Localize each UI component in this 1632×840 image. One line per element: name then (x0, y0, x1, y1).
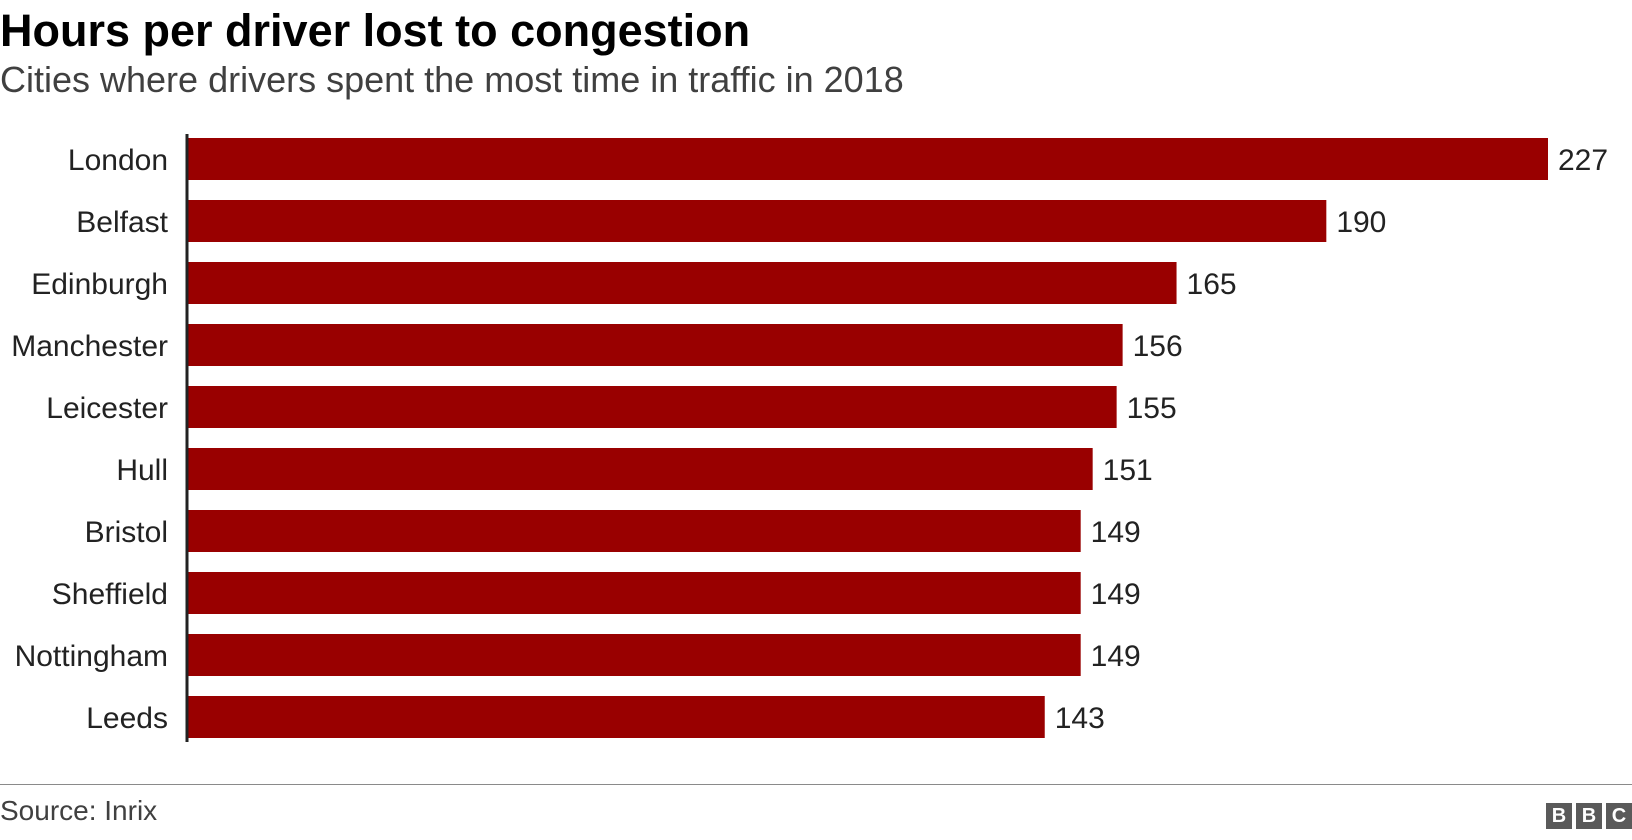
value-label: 156 (1133, 330, 1183, 363)
category-label: Bristol (85, 516, 168, 549)
bbc-logo-letter: B (1546, 803, 1572, 829)
category-label: Belfast (76, 206, 168, 239)
footer-divider (0, 784, 1632, 785)
value-label: 151 (1103, 454, 1153, 487)
bar-edinburgh (188, 262, 1177, 304)
value-label: 155 (1127, 392, 1177, 425)
category-label: Nottingham (15, 640, 168, 673)
category-label: Edinburgh (31, 268, 168, 301)
bbc-logo-letter: C (1606, 803, 1632, 829)
value-label: 227 (1558, 144, 1608, 177)
value-label: 149 (1091, 578, 1141, 611)
category-label: London (68, 144, 168, 177)
bar-leicester (188, 386, 1117, 428)
value-label: 143 (1055, 702, 1105, 735)
bar-london (188, 138, 1548, 180)
chart-subtitle: Cities where drivers spent the most time… (0, 59, 904, 100)
bbc-logo: B B C (1546, 803, 1632, 829)
bar-sheffield (188, 572, 1081, 614)
category-label: Leeds (86, 702, 168, 735)
value-label: 149 (1091, 640, 1141, 673)
bbc-logo-letter: B (1576, 803, 1602, 829)
bar-manchester (188, 324, 1123, 366)
value-label: 149 (1091, 516, 1141, 549)
bar-leeds (188, 696, 1045, 738)
value-label: 190 (1336, 206, 1386, 239)
value-label: 165 (1187, 268, 1237, 301)
category-label: Sheffield (52, 578, 168, 611)
chart-title: Hours per driver lost to congestion (0, 5, 751, 56)
bar-nottingham (188, 634, 1081, 676)
category-label: Hull (116, 454, 168, 487)
bar-belfast (188, 200, 1327, 242)
bar-bristol (188, 510, 1081, 552)
source-note: Source: Inrix (0, 795, 158, 826)
category-label: Manchester (11, 330, 168, 363)
category-label: Leicester (46, 392, 168, 425)
bar-chart: London 227 Belfast 190 Edinburgh 165 Mancheste… (11, 134, 1608, 742)
bar-hull (188, 448, 1093, 490)
